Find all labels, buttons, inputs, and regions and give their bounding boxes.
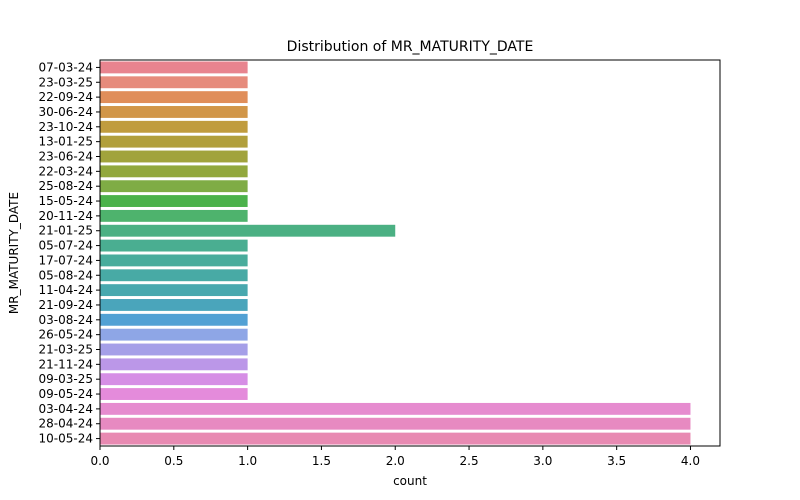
x-tick-label: 4.0 xyxy=(681,454,700,468)
y-tick-label: 20-11-24 xyxy=(39,209,93,223)
chart-title: Distribution of MR_MATURITY_DATE xyxy=(287,39,534,55)
bar-21-11-24 xyxy=(100,358,248,371)
x-tick-label: 3.5 xyxy=(607,454,626,468)
x-axis: 0.0 0.5 1.0 1.5 2.0 2.5 3.0 3.5 4.0 xyxy=(90,446,700,468)
x-tick-label: 2.5 xyxy=(460,454,479,468)
bar-22-09-24 xyxy=(100,91,248,104)
bar-05-07-24 xyxy=(100,239,248,252)
bar-21-03-25 xyxy=(100,343,248,356)
y-tick-label: 09-03-25 xyxy=(39,372,93,386)
bar-22-03-24 xyxy=(100,165,248,178)
bar-15-05-24 xyxy=(100,195,248,207)
y-tick-label: 09-05-24 xyxy=(39,387,93,401)
y-tick-label: 30-06-24 xyxy=(39,105,93,119)
y-axis-label: MR_MATURITY_DATE xyxy=(7,192,21,314)
y-tick-label: 22-09-24 xyxy=(39,90,93,104)
bar-09-03-25 xyxy=(100,373,248,386)
y-tick-label: 28-04-24 xyxy=(39,417,93,431)
bar-28-04-24 xyxy=(100,417,691,430)
y-tick-label: 03-08-24 xyxy=(39,313,93,327)
y-tick-label: 21-03-25 xyxy=(39,343,93,357)
x-tick-label: 0.5 xyxy=(164,454,183,468)
bar-26-05-24 xyxy=(100,328,248,341)
bar-03-04-24 xyxy=(100,402,691,415)
y-tick-label: 21-01-25 xyxy=(39,224,93,238)
y-tick-label: 23-06-24 xyxy=(39,150,93,164)
bar-11-04-24 xyxy=(100,284,248,297)
y-tick-label: 13-01-25 xyxy=(39,135,93,149)
bar-23-06-24 xyxy=(100,150,248,163)
plot-frame xyxy=(99,59,721,447)
y-tick-label: 25-08-24 xyxy=(39,179,93,193)
bar-21-01-25 xyxy=(100,224,396,237)
bar-05-08-24 xyxy=(100,269,248,282)
y-tick-label: 17-07-24 xyxy=(39,253,93,267)
y-tick-label: 11-04-24 xyxy=(39,283,93,297)
bar-25-08-24 xyxy=(100,180,248,193)
y-tick-label: 03-04-24 xyxy=(39,402,93,416)
y-tick-label: 22-03-24 xyxy=(39,164,93,178)
bar-21-09-24 xyxy=(100,299,248,311)
bar-23-03-25 xyxy=(100,76,248,89)
bar-20-11-24 xyxy=(100,209,248,222)
x-tick-label: 0.0 xyxy=(90,454,109,468)
y-tick-label: 21-11-24 xyxy=(39,357,93,371)
bar-30-06-24 xyxy=(100,106,248,118)
y-tick-label: 26-05-24 xyxy=(39,328,93,342)
y-axis: 07-03-2423-03-2522-09-2430-06-2423-10-24… xyxy=(39,60,100,446)
x-axis-label: count xyxy=(393,474,427,488)
x-tick-label: 3.0 xyxy=(533,454,552,468)
y-tick-label: 05-07-24 xyxy=(39,239,93,253)
y-tick-label: 15-05-24 xyxy=(39,194,93,208)
bar-03-08-24 xyxy=(100,313,248,326)
bars-group xyxy=(100,61,691,445)
bar-13-01-25 xyxy=(100,135,248,148)
bar-23-10-24 xyxy=(100,120,248,133)
bar-07-03-24 xyxy=(100,61,248,74)
x-tick-label: 1.5 xyxy=(312,454,331,468)
y-tick-label: 05-08-24 xyxy=(39,268,93,282)
bar-09-05-24 xyxy=(100,388,248,400)
bar-10-05-24 xyxy=(100,432,691,445)
y-tick-label: 23-10-24 xyxy=(39,120,93,134)
y-tick-label: 10-05-24 xyxy=(39,432,93,446)
y-tick-label: 23-03-25 xyxy=(39,75,93,89)
y-tick-label: 07-03-24 xyxy=(39,60,93,74)
y-tick-label: 21-09-24 xyxy=(39,298,93,312)
x-tick-label: 2.0 xyxy=(386,454,405,468)
x-tick-label: 1.0 xyxy=(238,454,257,468)
bar-17-07-24 xyxy=(100,254,248,267)
